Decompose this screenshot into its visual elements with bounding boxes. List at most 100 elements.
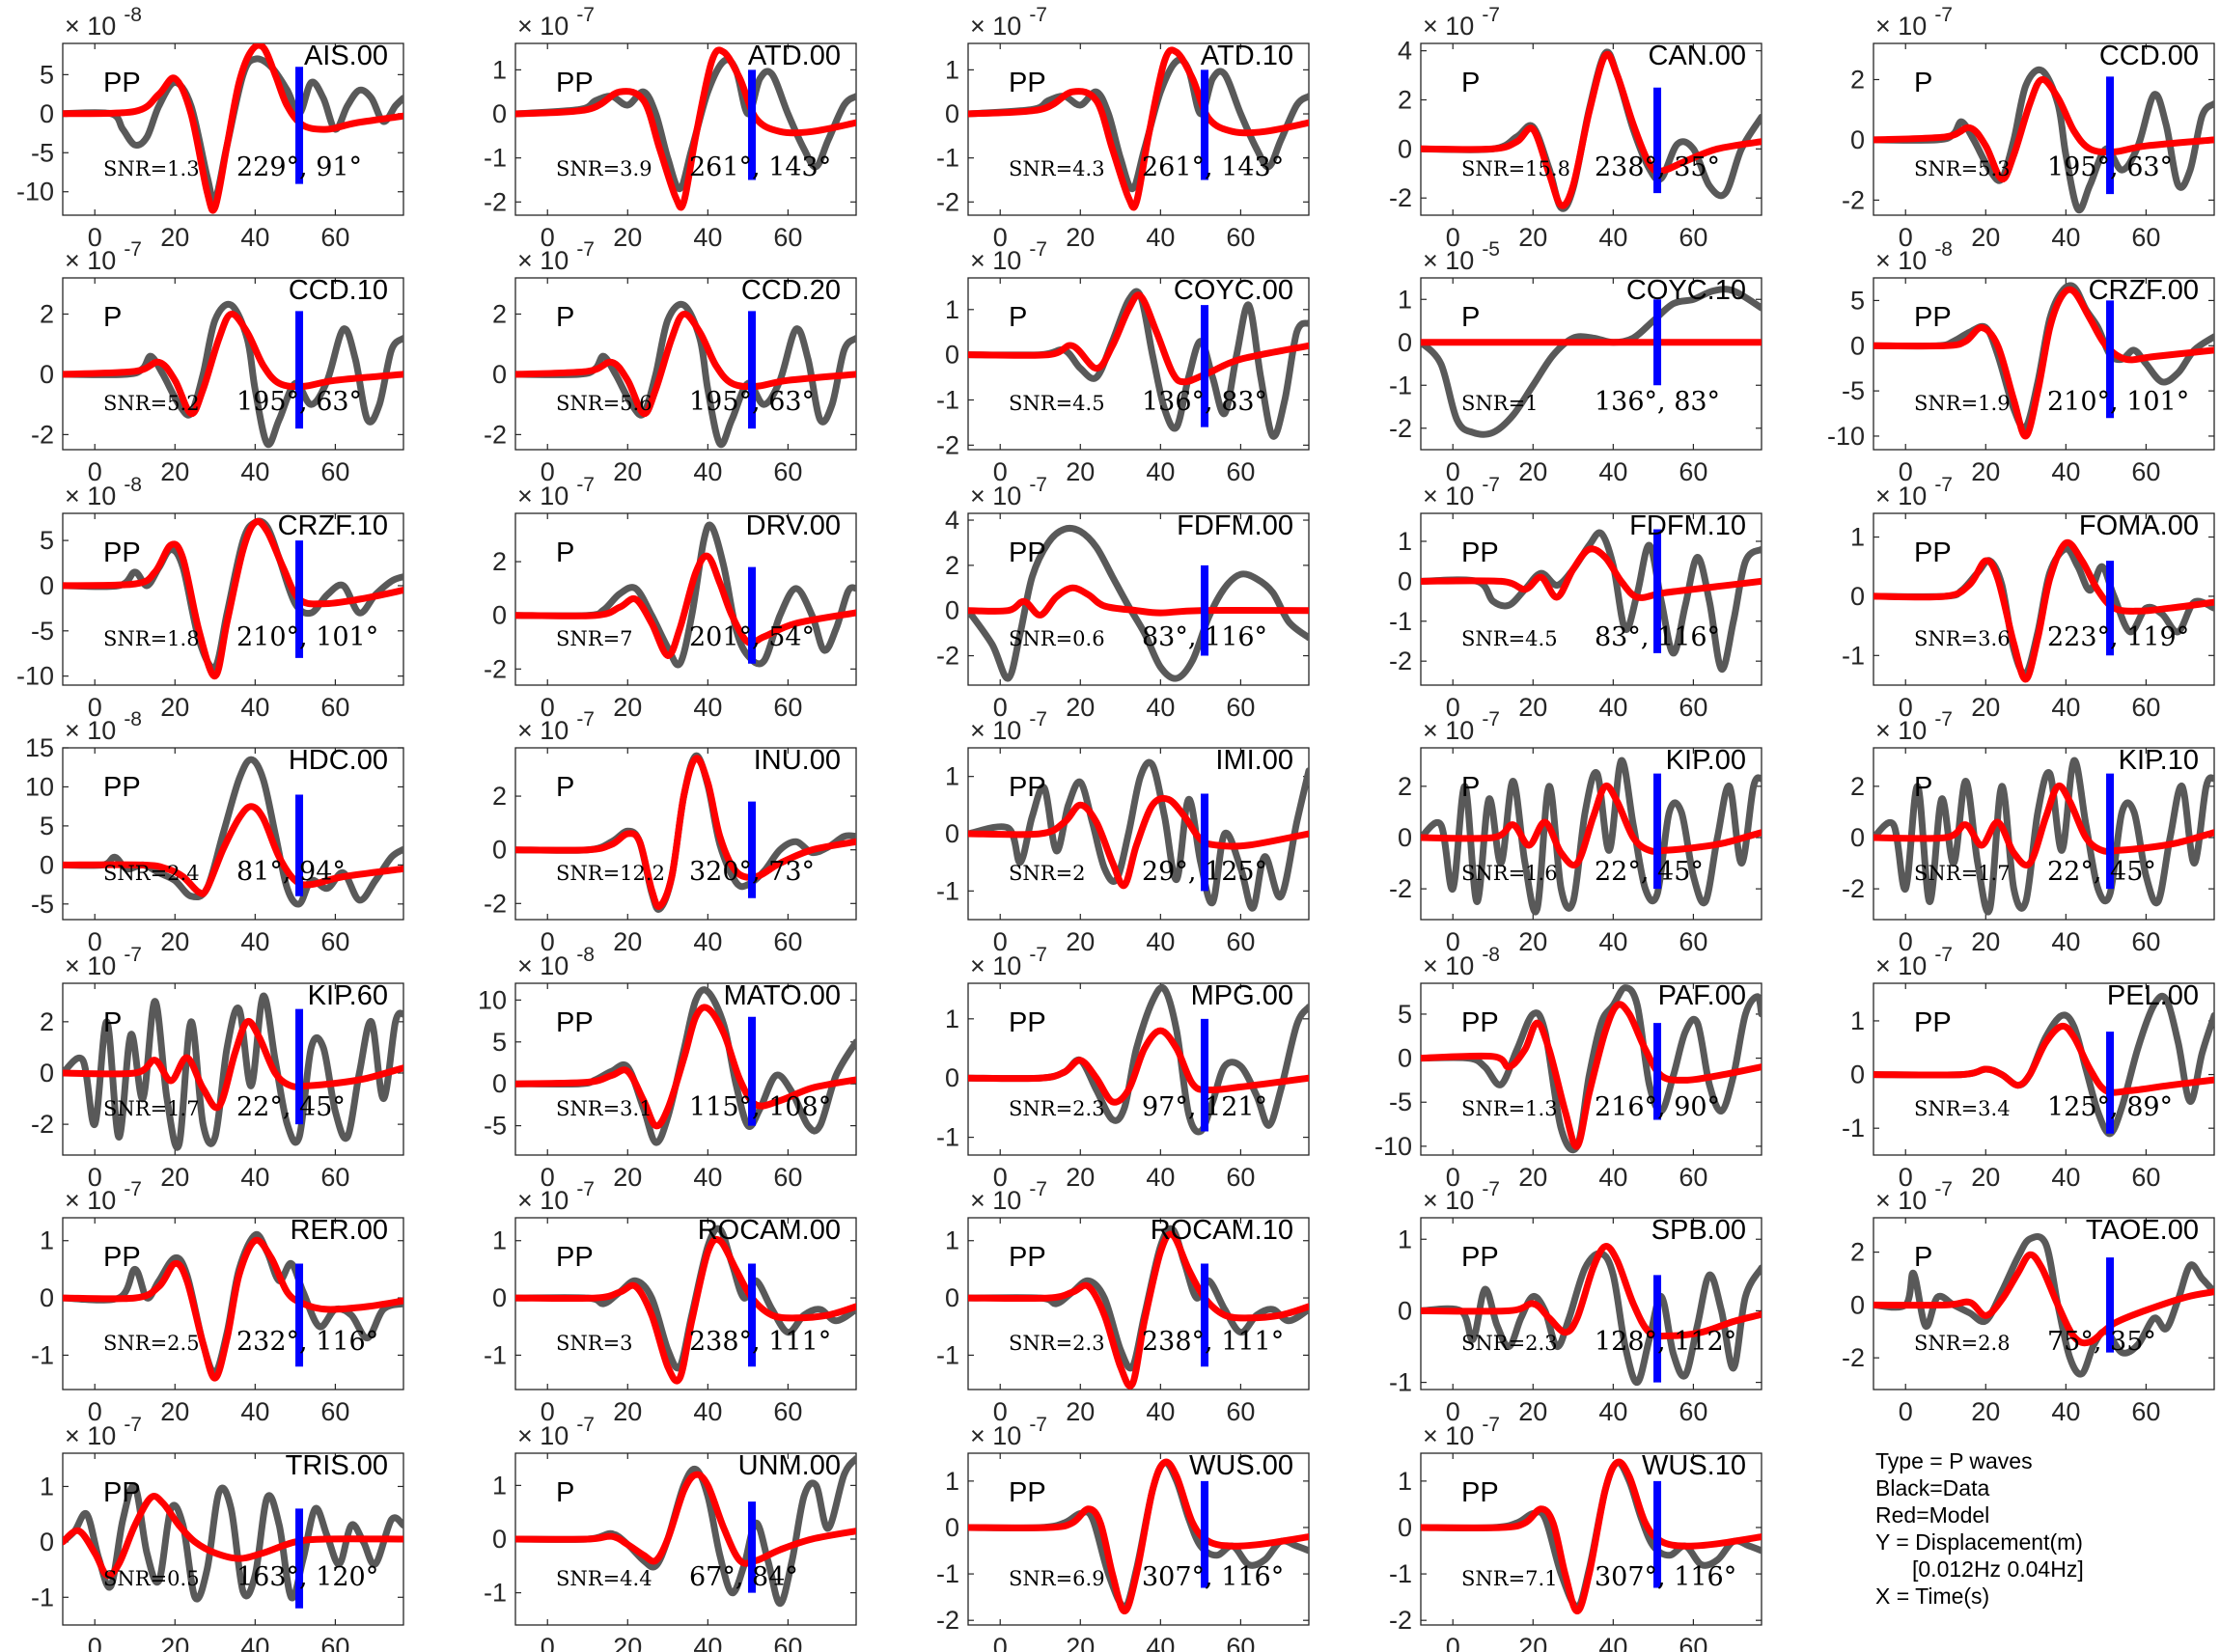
x-tick-label: 60 bbox=[773, 693, 802, 722]
plot-area bbox=[1873, 1233, 2214, 1378]
axes-box bbox=[62, 42, 404, 216]
model-trace bbox=[968, 291, 1309, 386]
y-tick-label: 0 bbox=[492, 1283, 507, 1312]
station-label: WUS.00 bbox=[1189, 1450, 1293, 1481]
x-tick-label: 60 bbox=[1679, 1163, 1707, 1192]
y-exponent-label: × 10 -7 bbox=[65, 238, 142, 275]
plot-area bbox=[63, 300, 403, 449]
y-exponent-label: × 10 -7 bbox=[970, 4, 1047, 41]
station-label: AIS.00 bbox=[304, 41, 388, 71]
model-trace bbox=[968, 1458, 1309, 1615]
x-tick-label: 0 bbox=[1446, 1397, 1460, 1426]
axes-box bbox=[1420, 1217, 1762, 1390]
plot-area bbox=[968, 984, 1309, 1136]
x-tick-label: 60 bbox=[320, 693, 349, 722]
snr-label: SNR=4.5 bbox=[1461, 627, 1558, 650]
panel-imi-00: 0 20 40 60 1 0 -1 × 10 -7 PP IMI.00 SNR=2 29°, 125° bbox=[936, 708, 1310, 956]
plot-area bbox=[968, 1225, 1309, 1390]
station-label: IMI.00 bbox=[1215, 745, 1293, 776]
azimuth-incidence-label: 238°, 35° bbox=[1595, 152, 1720, 182]
panel-atd-00: 0 20 40 60 1 0 -1 -2 × 10 -7 PP ATD.00 SNR=3.9 261°, … bbox=[484, 4, 857, 252]
phase-label: PP bbox=[103, 1477, 141, 1508]
x-tick-label: 60 bbox=[1679, 1397, 1707, 1426]
y-exponent-label: × 10 -7 bbox=[1875, 474, 1953, 510]
y-tick-label: 2 bbox=[1398, 85, 1412, 114]
station-label: FDFM.00 bbox=[1177, 510, 1293, 541]
legend-band: [0.012Hz 0.04Hz] bbox=[1912, 1556, 2084, 1582]
y-exponent-label: × 10 -8 bbox=[1423, 944, 1500, 980]
station-label: TAOE.00 bbox=[2086, 1215, 2199, 1246]
phase-label: PP bbox=[1461, 1477, 1499, 1508]
model-trace bbox=[515, 755, 856, 910]
x-tick-label: 60 bbox=[320, 457, 349, 486]
model-trace bbox=[63, 1018, 403, 1112]
snr-label: SNR=3.9 bbox=[556, 157, 652, 180]
y-tick-label: -1 bbox=[1842, 641, 1865, 670]
y-tick-label: 2 bbox=[40, 299, 54, 328]
y-exponent-label: × 10 -7 bbox=[1423, 1178, 1500, 1215]
station-label: CCD.20 bbox=[741, 275, 841, 306]
phase-label: P bbox=[556, 1477, 574, 1508]
phase-label: PP bbox=[1009, 68, 1046, 98]
plot-area bbox=[1421, 757, 1762, 916]
x-tick-label: 0 bbox=[993, 927, 1008, 956]
phase-label: PP bbox=[1009, 1477, 1046, 1508]
snr-label: SNR=2 bbox=[1009, 862, 1086, 885]
phase-label: P bbox=[1461, 302, 1480, 333]
y-exponent-label: × 10 -5 bbox=[1423, 238, 1500, 275]
x-tick-label: 40 bbox=[1598, 927, 1627, 956]
y-tick-label: 0 bbox=[945, 99, 959, 128]
x-tick-label: 60 bbox=[320, 927, 349, 956]
x-tick-label: 40 bbox=[240, 1633, 269, 1652]
panel-ais-00: 0 20 40 60 5 0 -5 -10 × 10 -8 PP AIS.00 SNR=1.3 229°,… bbox=[16, 4, 404, 252]
station-label: CCD.10 bbox=[289, 275, 388, 306]
phase-label: PP bbox=[103, 772, 141, 803]
snr-label: SNR=1 bbox=[1461, 392, 1539, 415]
y-tick-label: 1 bbox=[40, 1472, 54, 1501]
data-trace bbox=[63, 1482, 403, 1603]
phase-label: P bbox=[1009, 302, 1027, 333]
station-label: ATD.00 bbox=[748, 41, 841, 71]
axes-box bbox=[62, 277, 404, 451]
x-tick-label: 0 bbox=[1899, 1397, 1913, 1426]
station-label: CRZF.00 bbox=[2089, 275, 2199, 306]
panel-crzf-00: 0 20 40 60 5 0 -5 -10 × 10 -8 PP CRZF.00 SNR=1.9 210°… bbox=[1827, 238, 2215, 486]
model-trace bbox=[63, 1236, 403, 1382]
x-tick-label: 20 bbox=[1971, 927, 2000, 956]
y-tick-label: -1 bbox=[936, 144, 959, 173]
y-exponent-label: × 10 -7 bbox=[1423, 474, 1500, 510]
legend-y-axis: Y = Displacement(m) bbox=[1875, 1529, 2083, 1555]
snr-label: SNR=0.5 bbox=[103, 1567, 200, 1590]
phase-label: PP bbox=[1009, 537, 1046, 568]
x-tick-label: 40 bbox=[693, 223, 722, 252]
panel-pel-00: 0 20 40 60 1 0 -1 × 10 -7 PP PEL.00 SNR=3.4 125°, 89… bbox=[1842, 944, 2215, 1192]
plot-area bbox=[1873, 282, 2214, 440]
snr-label: SNR=1.7 bbox=[103, 1097, 200, 1120]
y-tick-label: 5 bbox=[40, 526, 54, 555]
y-exponent-label: × 10 -7 bbox=[517, 4, 595, 41]
panel-atd-10: 0 20 40 60 1 0 -1 -2 × 10 -7 PP ATD.10 SNR=4.3 261°, … bbox=[936, 4, 1310, 252]
x-tick-label: 40 bbox=[693, 927, 722, 956]
azimuth-incidence-label: 136°, 83° bbox=[1142, 387, 1267, 417]
axes-box bbox=[1420, 512, 1762, 686]
phase-label: P bbox=[103, 1007, 122, 1038]
snr-label: SNR=2.3 bbox=[1009, 1332, 1105, 1355]
y-tick-label: 5 bbox=[1850, 286, 1865, 315]
x-tick-label: 40 bbox=[1146, 223, 1175, 252]
x-tick-label: 40 bbox=[240, 693, 269, 722]
y-tick-label: -5 bbox=[1842, 376, 1865, 405]
y-exponent-label: × 10 -7 bbox=[517, 474, 595, 510]
y-tick-label: -2 bbox=[936, 187, 959, 216]
x-tick-label: 0 bbox=[993, 693, 1008, 722]
plot-area bbox=[63, 756, 403, 908]
panel-tris-00: 0 20 40 60 1 0 -1 × 10 -7 PP TRIS.00 SNR=0.5 163°, 1… bbox=[31, 1414, 404, 1652]
y-tick-label: -10 bbox=[16, 178, 54, 206]
y-tick-label: -1 bbox=[936, 1559, 959, 1588]
x-tick-label: 40 bbox=[240, 1163, 269, 1192]
y-tick-label: -2 bbox=[1389, 647, 1412, 675]
axes-box bbox=[62, 747, 404, 921]
x-tick-label: 60 bbox=[320, 1633, 349, 1652]
station-label: FDFM.10 bbox=[1629, 510, 1746, 541]
